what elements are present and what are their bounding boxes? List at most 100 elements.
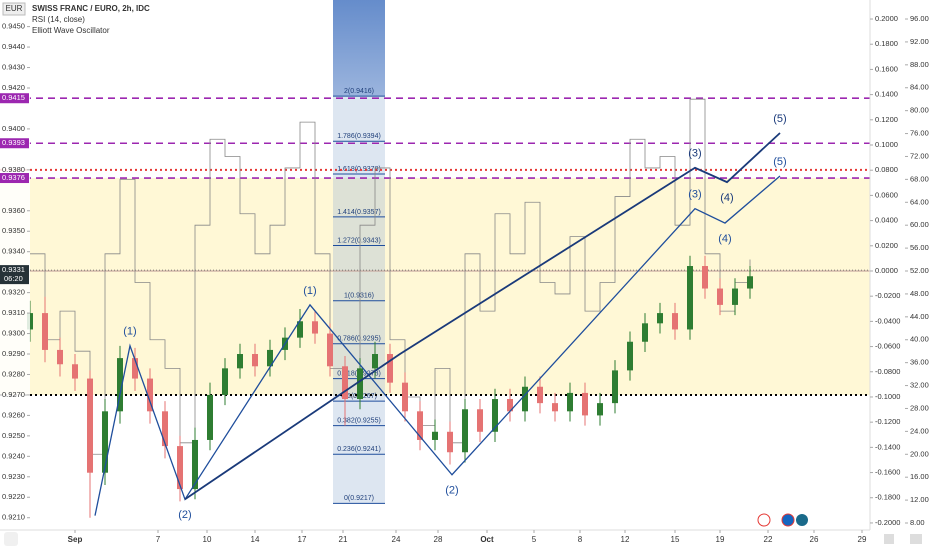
candle-body — [432, 431, 438, 440]
x-tick-label: 29 — [858, 535, 867, 544]
wave-label: (2) — [445, 485, 458, 497]
fib-label: 2(0.9416) — [344, 88, 374, 95]
wave-label: (5) — [773, 156, 786, 168]
x-tick-label: 7 — [156, 535, 161, 544]
candle-body — [672, 313, 678, 330]
candle-body — [162, 411, 168, 447]
y-tick-label: 0.9320 — [2, 288, 25, 297]
rsi-tick-label: 68.00 — [910, 174, 929, 183]
rsi-tick-label: 12.00 — [910, 495, 929, 504]
x-tick-label: 21 — [339, 535, 348, 544]
wave-label: (1) — [123, 326, 136, 338]
icon[interactable] — [796, 514, 808, 526]
fib-label: 1.272(0.9343) — [337, 237, 381, 244]
candle-body — [627, 341, 633, 371]
candle-body — [72, 364, 78, 379]
candle-body — [252, 354, 258, 367]
rsi-tick-label: 96.00 — [910, 14, 929, 23]
fib-label: 0(0.9217) — [344, 495, 374, 502]
currency-box — [2, 2, 26, 16]
x-tick-label: 22 — [764, 535, 773, 544]
logo[interactable] — [4, 532, 18, 546]
y-tick-label: 0.9380 — [2, 165, 25, 174]
candle-body — [477, 409, 483, 432]
candle-body — [147, 378, 153, 412]
candle-body — [612, 370, 618, 404]
x-tick-label: 19 — [716, 535, 725, 544]
y-tick-label: 0.9250 — [2, 431, 25, 440]
candle-body — [567, 392, 573, 412]
y-tick-label: 0.9260 — [2, 410, 25, 419]
rsi-tick-label: 8.00 — [910, 518, 925, 527]
y2-tick-label: 0.0800 — [875, 165, 898, 174]
rsi-tick-label: 76.00 — [910, 129, 929, 138]
y2-tick-label: 0.0200 — [875, 241, 898, 250]
candle-body — [387, 354, 393, 383]
icon[interactable] — [781, 513, 795, 527]
candle-body — [507, 399, 513, 412]
candle-body — [732, 288, 738, 305]
settings-icon[interactable] — [884, 534, 894, 544]
icon[interactable] — [757, 513, 771, 527]
y2-tick-label: -0.0800 — [875, 367, 900, 376]
candle-body — [492, 399, 498, 432]
candle-body — [417, 411, 423, 440]
y-tick-label: 0.9420 — [2, 83, 25, 92]
candle-body — [522, 386, 528, 412]
rsi-tick-label: 24.00 — [910, 426, 929, 435]
candle-body — [192, 439, 198, 490]
scale-icon[interactable] — [910, 534, 922, 544]
rsi-tick-label: 40.00 — [910, 335, 929, 344]
y2-tick-label: 0.1800 — [875, 39, 898, 48]
candle-body — [177, 446, 183, 490]
candle-body — [87, 378, 93, 473]
x-tick-label: 17 — [298, 535, 307, 544]
y2-tick-label: -0.1200 — [875, 417, 900, 426]
wave-label: (4) — [718, 233, 731, 245]
wave-label: (1) — [303, 285, 316, 297]
y2-tick-label: 0.1200 — [875, 115, 898, 124]
candle-body — [312, 321, 318, 334]
wave-label: (5) — [773, 113, 786, 125]
y2-tick-label: -0.1600 — [875, 468, 900, 477]
y2-tick-label: 0.1400 — [875, 90, 898, 99]
x-tick-label: 15 — [671, 535, 680, 544]
wave-label: (2) — [178, 509, 191, 521]
y-tick-label: 0.9340 — [2, 247, 25, 256]
candle-body — [42, 313, 48, 350]
candle-body — [537, 386, 543, 404]
wave-line — [94, 175, 781, 516]
y-tick-label: 0.9230 — [2, 472, 25, 481]
y2-tick-label: -0.1800 — [875, 493, 900, 502]
y2-tick-label: 0.1000 — [875, 140, 898, 149]
last-price-tag — [0, 265, 29, 285]
price-tag-label: 0.9376 — [2, 173, 25, 182]
candle-body — [297, 321, 303, 338]
candle-body — [582, 392, 588, 416]
y2-tick-label: -0.2000 — [875, 518, 900, 527]
left-axis-bg — [0, 0, 30, 530]
rsi-tick-label: 60.00 — [910, 220, 929, 229]
rsi-tick-label: 44.00 — [910, 312, 929, 321]
fib-label: 0.786(0.9295) — [337, 336, 381, 343]
candle-body — [327, 333, 333, 367]
y-tick-label: 0.9300 — [2, 329, 25, 338]
candle-body — [552, 403, 558, 412]
x-tick-label: 10 — [203, 535, 212, 544]
y2-tick-label: -0.1400 — [875, 442, 900, 451]
rsi-tick-label: 28.00 — [910, 403, 929, 412]
rsi-tick-label: 32.00 — [910, 381, 929, 390]
candle-body — [702, 266, 708, 289]
rsi-tick-label: 56.00 — [910, 243, 929, 252]
candle-body — [57, 349, 63, 365]
candle-body — [117, 358, 123, 412]
y-tick-label: 0.9360 — [2, 206, 25, 215]
symbol-title: SWISS FRANC / EURO, 2h, IDC — [32, 4, 150, 13]
y2-tick-label: 0.0400 — [875, 216, 898, 225]
rsi-tick-label: 64.00 — [910, 197, 929, 206]
y-tick-label: 0.9310 — [2, 308, 25, 317]
y-tick-label: 0.9430 — [2, 63, 25, 72]
wave-label: (4) — [720, 192, 733, 204]
rsi-tick-label: 80.00 — [910, 106, 929, 115]
y-tick-label: 0.9210 — [2, 513, 25, 522]
